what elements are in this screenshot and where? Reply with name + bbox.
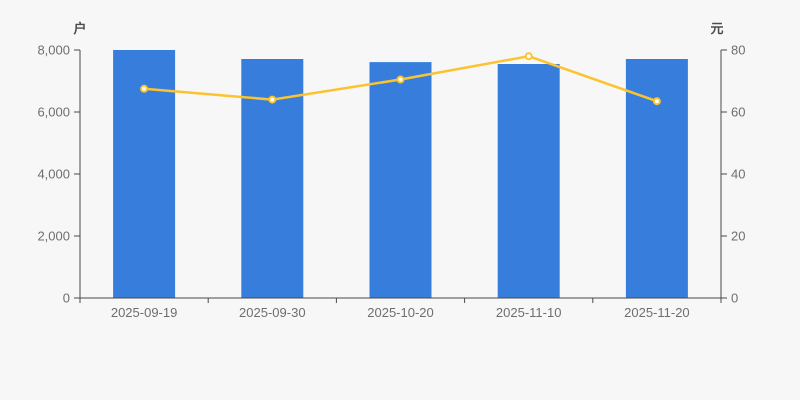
right-axis-tick-label: 80 xyxy=(731,43,745,58)
right-axis-tick-label: 40 xyxy=(731,167,745,182)
line-point-2025-11-20[interactable] xyxy=(652,97,661,106)
left-axis-tick-label: 4,000 xyxy=(37,167,70,182)
bar-2025-10-20[interactable] xyxy=(369,62,432,298)
left-axis-tick-label: 6,000 xyxy=(37,105,70,120)
x-axis-category-label: 2025-09-19 xyxy=(111,305,178,320)
x-axis-category-label: 2025-11-20 xyxy=(624,305,690,320)
bar-2025-09-30[interactable] xyxy=(241,59,304,298)
line-point-2025-09-30[interactable] xyxy=(268,95,277,104)
right-axis-unit-label: 元 xyxy=(710,21,724,36)
line-point-2025-11-10[interactable] xyxy=(524,52,533,61)
left-axis-tick-label: 8,000 xyxy=(37,43,70,58)
bar-2025-11-10[interactable] xyxy=(497,64,560,298)
x-axis-category-label: 2025-11-10 xyxy=(496,305,562,320)
x-axis-category-label: 2025-10-20 xyxy=(367,305,434,320)
line-point-2025-09-19[interactable] xyxy=(140,84,149,93)
line-point-2025-10-20[interactable] xyxy=(396,75,405,84)
left-axis-tick-label: 0 xyxy=(63,291,70,306)
right-axis-tick-label: 20 xyxy=(731,229,745,244)
right-axis-tick-label: 60 xyxy=(731,105,745,120)
bar-series xyxy=(113,50,688,298)
axes: 0 2,000 4,000 6,000 8,000 0 20 40 60 80 2025-09-19… xyxy=(37,43,745,321)
line-series xyxy=(140,52,661,106)
left-axis-unit-label: 户 xyxy=(73,21,87,36)
left-axis-tick-label: 2,000 xyxy=(37,229,70,244)
right-axis-tick-label: 0 xyxy=(731,291,738,306)
x-axis-category-label: 2025-09-30 xyxy=(239,305,306,320)
